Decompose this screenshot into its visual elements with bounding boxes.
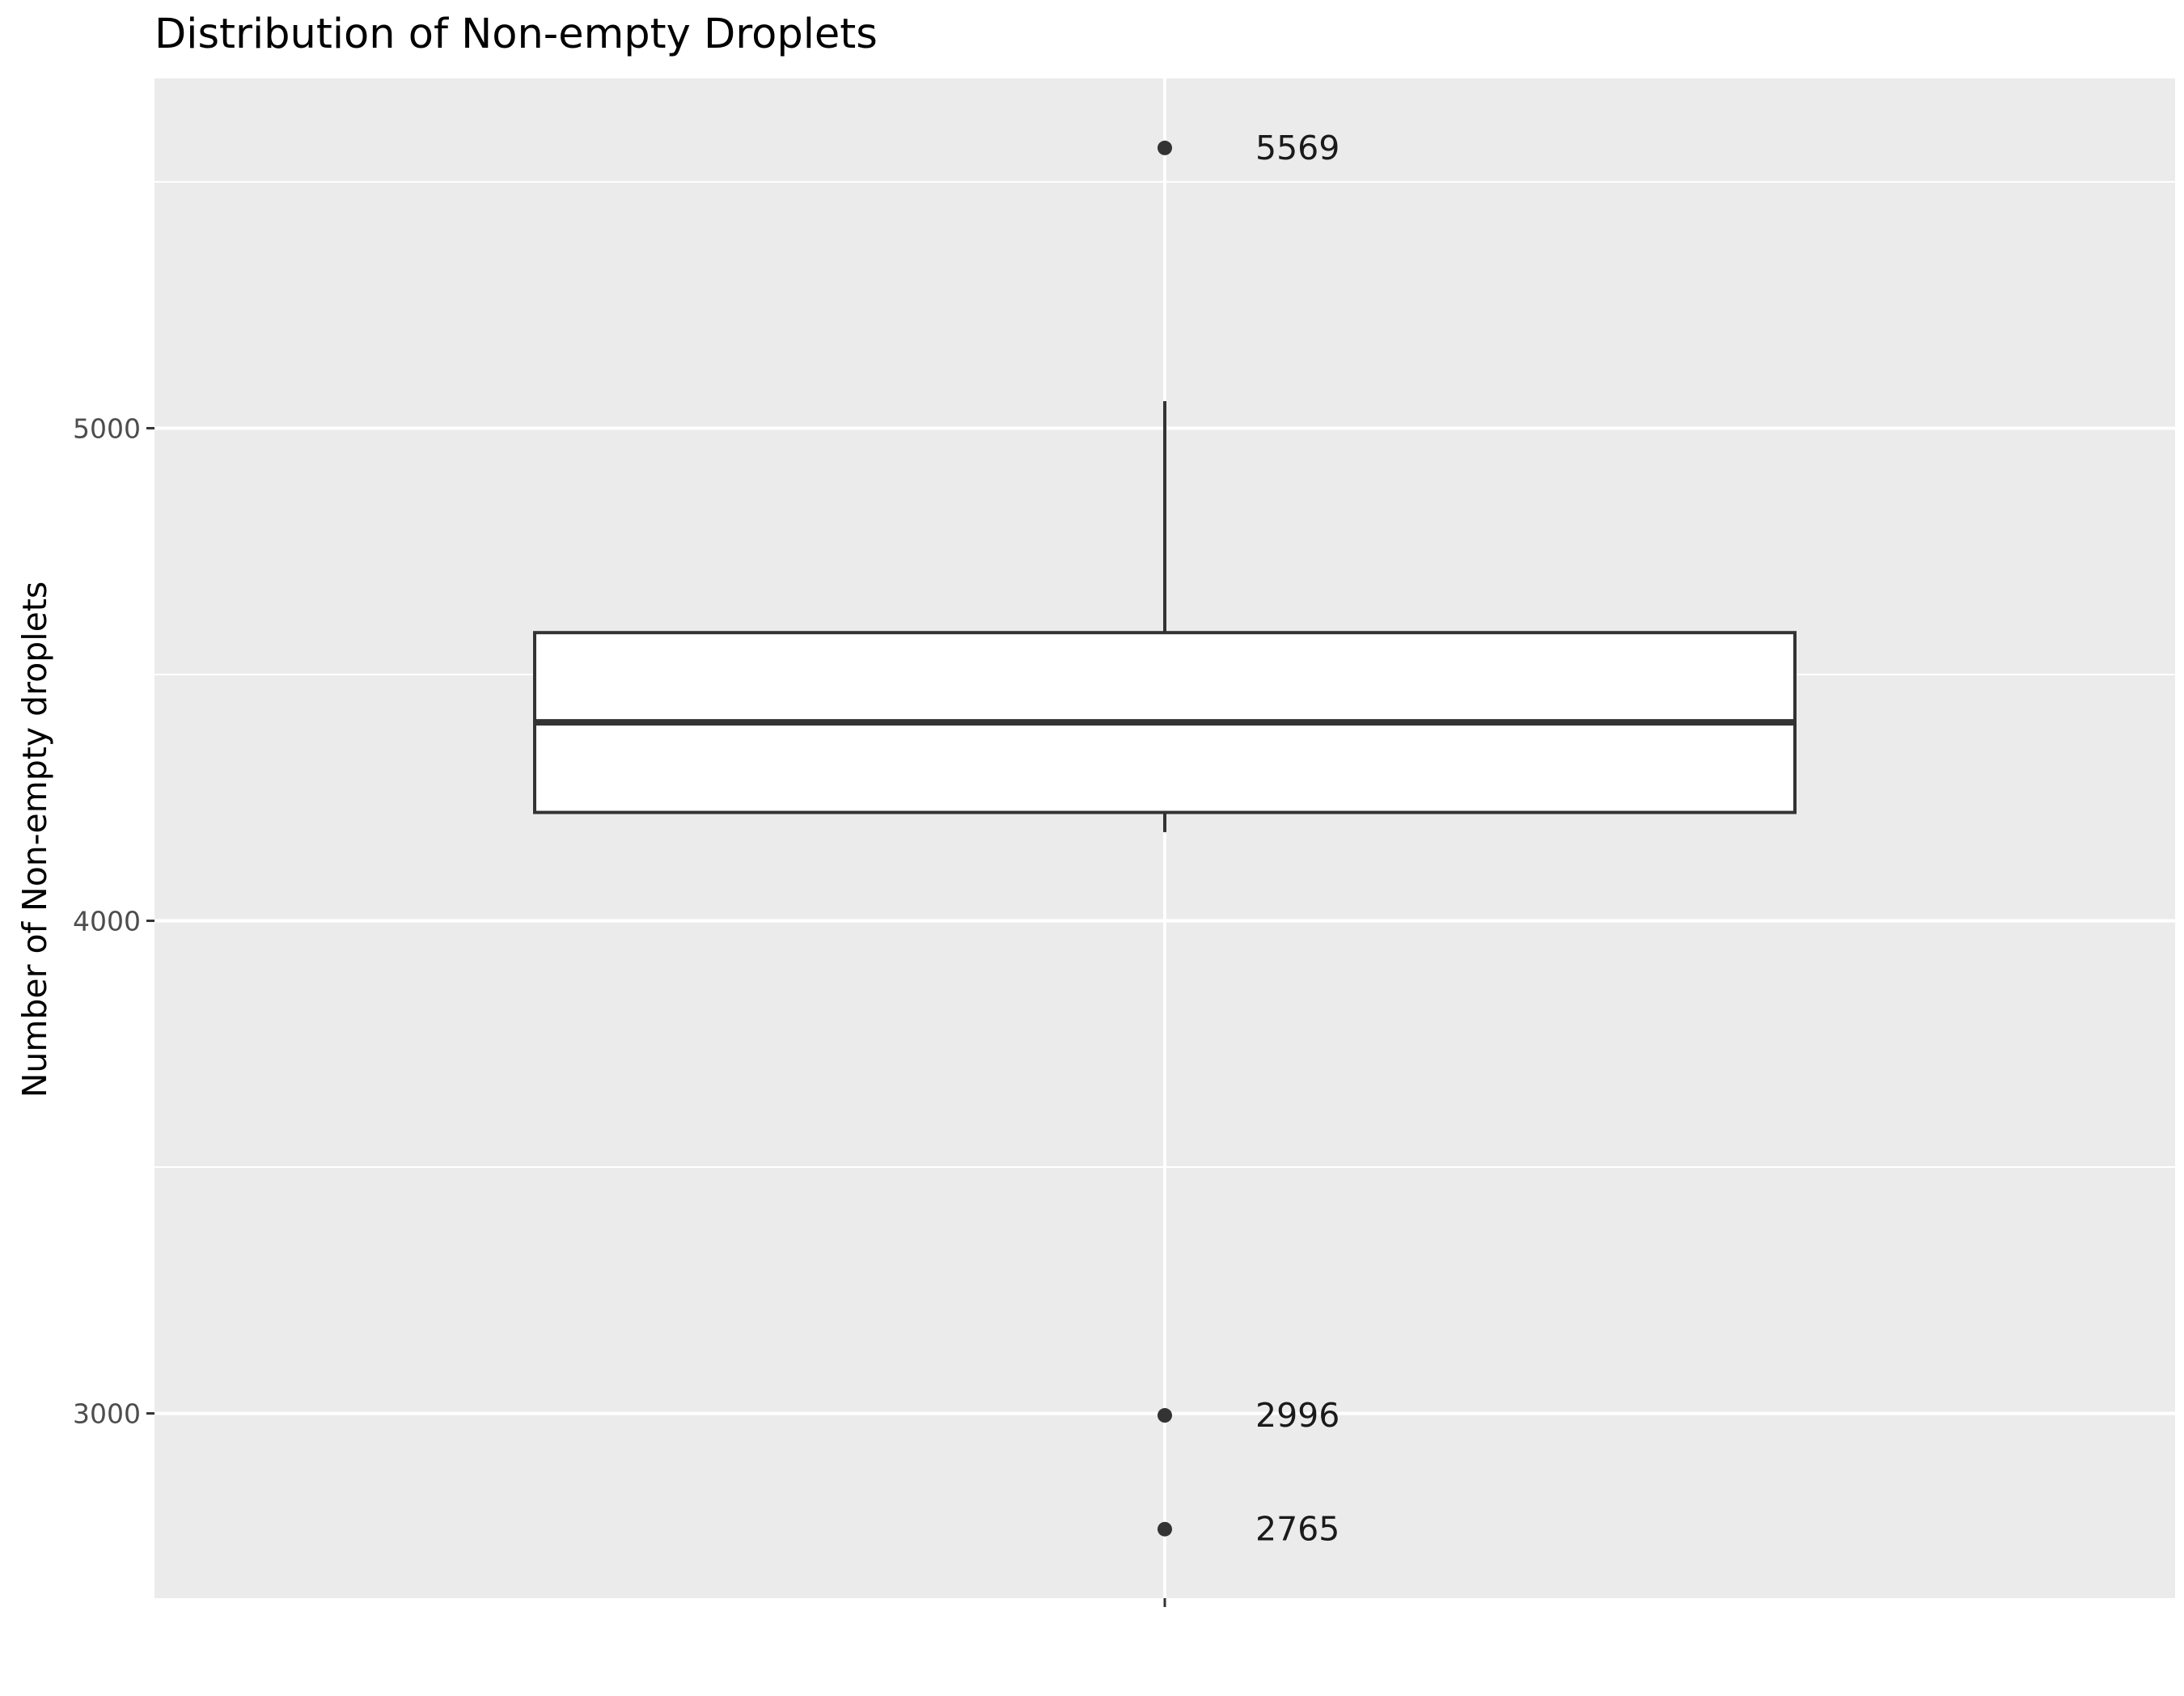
outlier-point — [1158, 140, 1172, 155]
y-tick-label: 3000 — [73, 1398, 141, 1430]
outlier-label: 2996 — [1255, 1396, 1340, 1435]
box — [533, 400, 1797, 832]
y-axis-ticks: 3000 4000 5000 — [73, 412, 154, 1430]
y-tick-label: 4000 — [73, 906, 141, 937]
outlier-labels: 5569 2996 2765 — [1255, 129, 1340, 1549]
outlier-point — [1158, 1521, 1172, 1537]
outlier-label: 2765 — [1255, 1510, 1340, 1549]
y-tick-label: 5000 — [73, 412, 141, 444]
outliers — [1158, 140, 1172, 1537]
outlier-label: 5569 — [1255, 129, 1340, 167]
chart-title: Distribution of Non-empty Droplets — [154, 11, 878, 58]
y-axis-label: Number of Non-empty droplets — [15, 582, 54, 1098]
outlier-point — [1158, 1408, 1172, 1423]
